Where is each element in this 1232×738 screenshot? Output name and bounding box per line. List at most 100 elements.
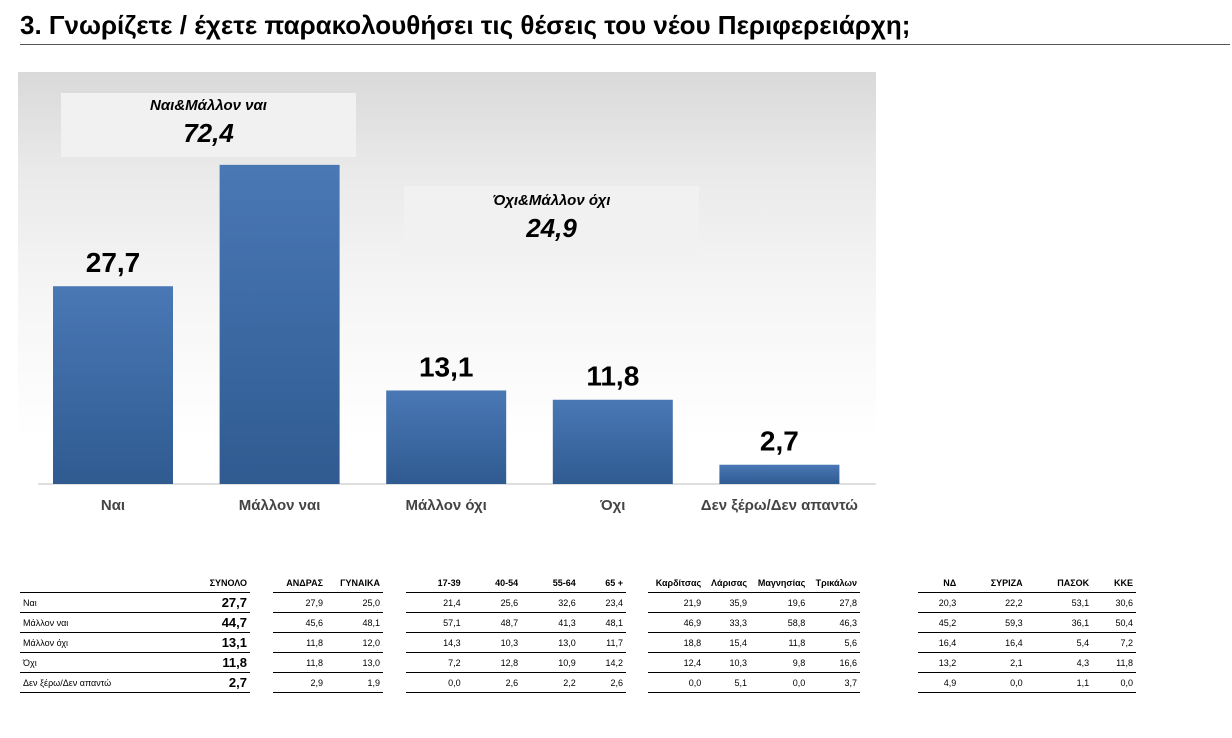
header-total: ΣΥΝΟΛΟ (151, 574, 250, 593)
row-label: Όχι (20, 652, 151, 673)
table-row: 12,4 10,3 9,8 16,6 (648, 652, 860, 673)
table-header-row: 17-39 40-54 55-64 65 + (406, 574, 626, 593)
header-cell: ΣΥΡΙΖΑ (959, 574, 1026, 593)
cell: 0,0 (750, 672, 809, 693)
cell: 21,9 (648, 592, 705, 613)
aggregate-yes-value: 72,4 (183, 118, 234, 148)
page-title: 3. Γνωρίζετε / έχετε παρακολουθήσει τις … (20, 10, 911, 40)
cell: 21,4 (406, 592, 464, 613)
table-row: Ναι 27,7 (20, 592, 250, 613)
header-cell: Καρδίτσας (648, 574, 705, 593)
row-label: Μάλλον όχι (20, 632, 151, 653)
row-label: Μάλλον ναι (20, 612, 151, 633)
cell: 14,2 (578, 652, 626, 673)
header-cell: ΚΚΕ (1092, 574, 1136, 593)
cell: 32,6 (521, 592, 579, 613)
aggregate-yes-box: Ναι&Μάλλον ναι 72,4 (61, 93, 356, 157)
cell: 2,6 (578, 672, 626, 693)
cell: 16,6 (808, 652, 860, 673)
cell: 22,2 (959, 592, 1026, 613)
cell: 13,2 (918, 652, 960, 673)
table-row: 21,9 35,9 19,6 27,8 (648, 592, 860, 613)
cell: 25,6 (463, 592, 522, 613)
cell: 7,2 (1092, 632, 1136, 653)
cell: 12,4 (648, 652, 705, 673)
cell: 10,3 (463, 632, 522, 653)
cell: 35,9 (704, 592, 751, 613)
cell: 4,3 (1025, 652, 1093, 673)
table-row: 2,9 1,9 (273, 672, 383, 693)
bar (386, 390, 507, 484)
cell: 45,6 (273, 612, 326, 633)
category-label: Δεν ξέρω/Δεν απαντώ (701, 497, 859, 514)
table-row: 0,0 2,6 2,2 2,6 (406, 672, 626, 693)
cell: 14,3 (406, 632, 464, 653)
cell: 36,1 (1025, 612, 1093, 633)
total-value: 44,7 (151, 612, 250, 633)
table-total: ΣΥΝΟΛΟ Ναι 27,7 Μάλλον ναι 44,7 Μάλλον όχι… (20, 574, 250, 693)
cell: 58,8 (750, 612, 809, 633)
table-row: 45,6 48,1 (273, 612, 383, 633)
cell: 13,0 (521, 632, 579, 653)
table-row: 14,3 10,3 13,0 11,7 (406, 632, 626, 653)
header-cell: 17-39 (406, 574, 464, 593)
cell: 19,6 (750, 592, 809, 613)
row-label: Δεν ξέρω/Δεν απαντώ (20, 672, 151, 693)
table-row: 57,1 48,7 41,3 48,1 (406, 612, 626, 633)
table-row: 7,2 12,8 10,9 14,2 (406, 652, 626, 673)
cell: 27,9 (273, 592, 326, 613)
cell: 0,0 (406, 672, 464, 693)
cell: 12,0 (326, 632, 383, 653)
cell: 4,9 (918, 672, 960, 693)
cell: 2,2 (521, 672, 579, 693)
cell: 0,0 (959, 672, 1026, 693)
header-cell: ΝΔ (918, 574, 960, 593)
cell: 7,2 (406, 652, 464, 673)
header-cell: 55-64 (521, 574, 579, 593)
table-row: 27,9 25,0 (273, 592, 383, 613)
table-row: 16,4 16,4 5,4 7,2 (918, 632, 1136, 653)
cell: 11,7 (578, 632, 626, 653)
cell: 2,9 (273, 672, 326, 693)
header-cell: Τρικάλων (808, 574, 860, 593)
header-cell: 65 + (578, 574, 626, 593)
row-label: Ναι (20, 592, 151, 613)
cell: 12,8 (463, 652, 522, 673)
total-value: 27,7 (151, 592, 250, 613)
cell: 50,4 (1092, 612, 1136, 633)
cell: 2,6 (463, 672, 522, 693)
cell: 30,6 (1092, 592, 1136, 613)
cell: 16,4 (959, 632, 1026, 653)
header-cell: ΑΝΔΡΑΣ (273, 574, 326, 593)
category-label: Μάλλον όχι (406, 497, 487, 514)
table-row: 11,8 13,0 (273, 652, 383, 673)
cell: 0,0 (648, 672, 705, 693)
cell: 11,8 (273, 632, 326, 653)
cell: 57,1 (406, 612, 464, 633)
aggregate-no-value: 24,9 (526, 213, 577, 243)
cell: 16,4 (918, 632, 960, 653)
header-cell: ΠΑΣΟΚ (1025, 574, 1093, 593)
cell: 45,2 (918, 612, 960, 633)
bar (719, 464, 840, 484)
cell: 48,7 (463, 612, 522, 633)
table-header-row: ΑΝΔΡΑΣ ΓΥΝΑΙΚΑ (273, 574, 383, 593)
total-value: 13,1 (151, 632, 250, 653)
table-row: Δεν ξέρω/Δεν απαντώ 2,7 (20, 672, 250, 693)
cell: 5,1 (704, 672, 751, 693)
table-row: Μάλλον όχι 13,1 (20, 632, 250, 653)
table-row: Όχι 11,8 (20, 652, 250, 673)
cell: 5,6 (808, 632, 860, 653)
cell: 11,8 (750, 632, 809, 653)
cell: 1,1 (1025, 672, 1093, 693)
header-cell: Λάρισας (704, 574, 751, 593)
table-header-row: ΝΔ ΣΥΡΙΖΑ ΠΑΣΟΚ ΚΚΕ (918, 574, 1136, 593)
header-cell: Μαγνησίας (750, 574, 809, 593)
table-header-row: Καρδίτσας Λάρισας Μαγνησίας Τρικάλων (648, 574, 860, 593)
table-gender: ΑΝΔΡΑΣ ΓΥΝΑΙΚΑ 27,9 25,0 45,6 48,1 11,8 12,… (273, 574, 383, 693)
table-row: 45,2 59,3 36,1 50,4 (918, 612, 1136, 633)
cell: 0,0 (1092, 672, 1136, 693)
aggregate-yes-label: Ναι&Μάλλον ναι (150, 97, 267, 114)
